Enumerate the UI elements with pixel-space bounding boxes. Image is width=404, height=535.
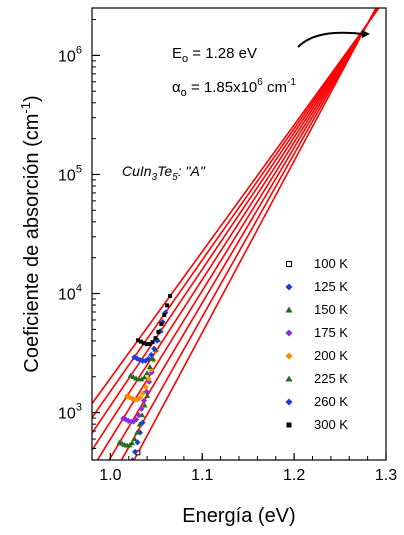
marker-0-5 xyxy=(121,501,125,505)
marker-0-0 xyxy=(108,502,112,506)
marker-7-9 xyxy=(162,312,167,317)
marker-2-11 xyxy=(144,392,151,398)
y-axis: 103 104 105 106 xyxy=(58,19,100,461)
marker-0-2 xyxy=(113,504,117,508)
marker-0-10 xyxy=(133,461,137,465)
y-tick-label-1: 104 xyxy=(58,283,82,304)
legend-label-1: 125 K xyxy=(314,279,348,294)
legend-marker-0 xyxy=(286,261,292,267)
marker-2-6 xyxy=(131,436,138,442)
marker-4-5 xyxy=(137,394,144,401)
marker-3-5 xyxy=(133,416,140,423)
marker-0-4 xyxy=(118,503,122,507)
marker-0-9 xyxy=(131,471,135,475)
marker-3-6 xyxy=(135,412,142,419)
x-tick-label-1: 1.1 xyxy=(191,467,213,484)
legend-label-6: 260 K xyxy=(314,394,348,409)
y-axis-label: Coeficiente de absorción (cm-1) xyxy=(18,95,43,372)
marker-5-7 xyxy=(146,363,153,369)
marker-3-8 xyxy=(140,397,147,404)
marker-0-1 xyxy=(111,503,115,507)
marker-7-10 xyxy=(165,303,170,308)
legend-marker-4 xyxy=(285,352,293,360)
annotation-arrow xyxy=(297,31,363,48)
marker-6-5 xyxy=(145,355,152,362)
fit-line-1 xyxy=(120,8,378,460)
alpha0-annotation: αo = 1.85x106 cm-1 xyxy=(172,77,296,99)
marker-7-4 xyxy=(147,342,152,347)
x-tick-label-0: 1.0 xyxy=(99,467,121,484)
legend-label-0: 100 K xyxy=(314,256,348,271)
marker-1-6 xyxy=(127,464,133,470)
marker-7-3 xyxy=(144,342,149,347)
e0-annotation: Eo = 1.28 eV xyxy=(172,45,257,65)
marker-0-7 xyxy=(126,489,130,493)
marker-7-11 xyxy=(168,293,173,298)
legend-label-3: 175 K xyxy=(314,325,348,340)
marker-4-8 xyxy=(145,375,152,382)
x-axis-label: Energía (eV) xyxy=(182,505,295,527)
marker-1-8 xyxy=(132,448,139,455)
marker-2-5 xyxy=(129,440,136,446)
marker-1-5 xyxy=(124,468,130,474)
marker-4-7 xyxy=(142,384,149,391)
marker-7-1 xyxy=(138,339,143,344)
marker-2-7 xyxy=(134,429,141,435)
x-tick-label-2: 1.2 xyxy=(283,467,305,484)
y-tick-label-0: 103 xyxy=(58,402,82,423)
marker-2-8 xyxy=(136,421,143,427)
marker-6-7 xyxy=(151,345,158,352)
marker-3-7 xyxy=(138,405,145,412)
marker-5-4 xyxy=(138,376,145,382)
y-tick-label-2: 105 xyxy=(58,163,82,184)
marker-5-8 xyxy=(149,355,156,361)
y-tick-label-3: 106 xyxy=(58,44,82,65)
legend-label-2: 150 K xyxy=(314,302,348,317)
legend-label-4: 200 K xyxy=(314,348,348,363)
marker-1-7 xyxy=(129,457,136,460)
marker-6-6 xyxy=(148,351,155,358)
x-axis: 1.0 1.1 1.2 1.3 xyxy=(91,453,397,484)
plot-frame xyxy=(91,7,387,461)
x-tick-label-3: 1.3 xyxy=(375,467,397,484)
legend-marker-6 xyxy=(285,398,293,406)
annotation-arrowhead xyxy=(362,30,370,38)
marker-7-0 xyxy=(135,338,140,343)
legend-label-7: 300 K xyxy=(314,417,348,432)
marker-7-5 xyxy=(150,340,155,345)
marker-4-6 xyxy=(139,390,146,397)
marker-7-6 xyxy=(153,336,158,341)
marker-0-3 xyxy=(116,504,120,508)
marker-5-6 xyxy=(144,370,151,376)
fit-line-7 xyxy=(92,8,380,405)
legend: 100 K 125 K 150 K 175 K 200 K 225 K 260 K 300 K xyxy=(285,256,348,432)
legend-label-5: 225 K xyxy=(314,371,348,386)
marker-0-8 xyxy=(128,481,132,485)
marker-5-5 xyxy=(141,374,148,380)
marker-2-10 xyxy=(141,402,148,408)
legend-marker-2 xyxy=(285,306,293,313)
legend-marker-5 xyxy=(285,375,293,382)
legend-marker-1 xyxy=(285,283,293,291)
marker-7-7 xyxy=(156,329,161,334)
marker-4-0 xyxy=(123,393,130,400)
sample-label: CuIn3Te5: "A" xyxy=(122,163,206,183)
legend-marker-7 xyxy=(286,422,292,428)
marker-1-4 xyxy=(122,471,128,477)
legend-marker-3 xyxy=(285,329,293,337)
marker-7-8 xyxy=(159,321,164,326)
data-markers xyxy=(108,293,173,508)
marker-0-6 xyxy=(123,496,127,500)
marker-7-2 xyxy=(141,341,146,346)
